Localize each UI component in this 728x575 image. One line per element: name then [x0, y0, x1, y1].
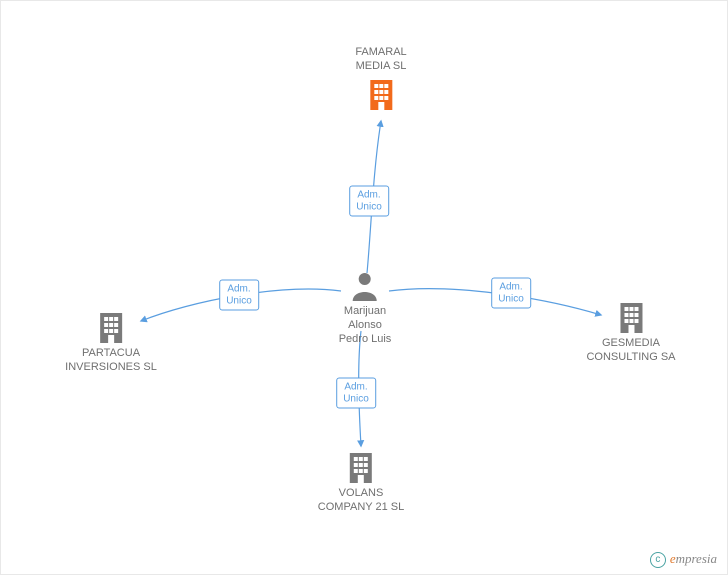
edge-label-partacua: Adm. Unico — [219, 280, 259, 311]
node-volans-label: VOLANS COMPANY 21 SL — [318, 487, 404, 515]
copyright-icon: c — [650, 552, 666, 568]
node-volans: VOLANS COMPANY 21 SL — [318, 451, 404, 515]
edge-label-volans: Adm. Unico — [336, 378, 376, 409]
building-icon — [318, 451, 404, 483]
watermark: cempresia — [650, 551, 717, 568]
node-gesmedia-label: GESMEDIA CONSULTING SA — [586, 337, 675, 365]
node-famaral: FAMARAL MEDIA SL — [355, 46, 406, 114]
edge-label-gesmedia: Adm. Unico — [491, 278, 531, 309]
node-famaral-label: FAMARAL MEDIA SL — [355, 46, 406, 74]
node-person-label: Marijuan Alonso Pedro Luis — [339, 305, 392, 346]
diagram-canvas: Marijuan Alonso Pedro Luis FAMARAL MEDIA… — [0, 0, 728, 575]
person-icon — [339, 271, 392, 301]
edge-label-famaral: Adm. Unico — [349, 186, 389, 217]
building-icon — [586, 301, 675, 333]
building-icon — [355, 78, 406, 110]
node-partacua-label: PARTACUA INVERSIONES SL — [65, 347, 157, 375]
building-icon — [65, 311, 157, 343]
node-gesmedia: GESMEDIA CONSULTING SA — [586, 301, 675, 365]
node-partacua: PARTACUA INVERSIONES SL — [65, 311, 157, 375]
node-person: Marijuan Alonso Pedro Luis — [339, 271, 392, 346]
